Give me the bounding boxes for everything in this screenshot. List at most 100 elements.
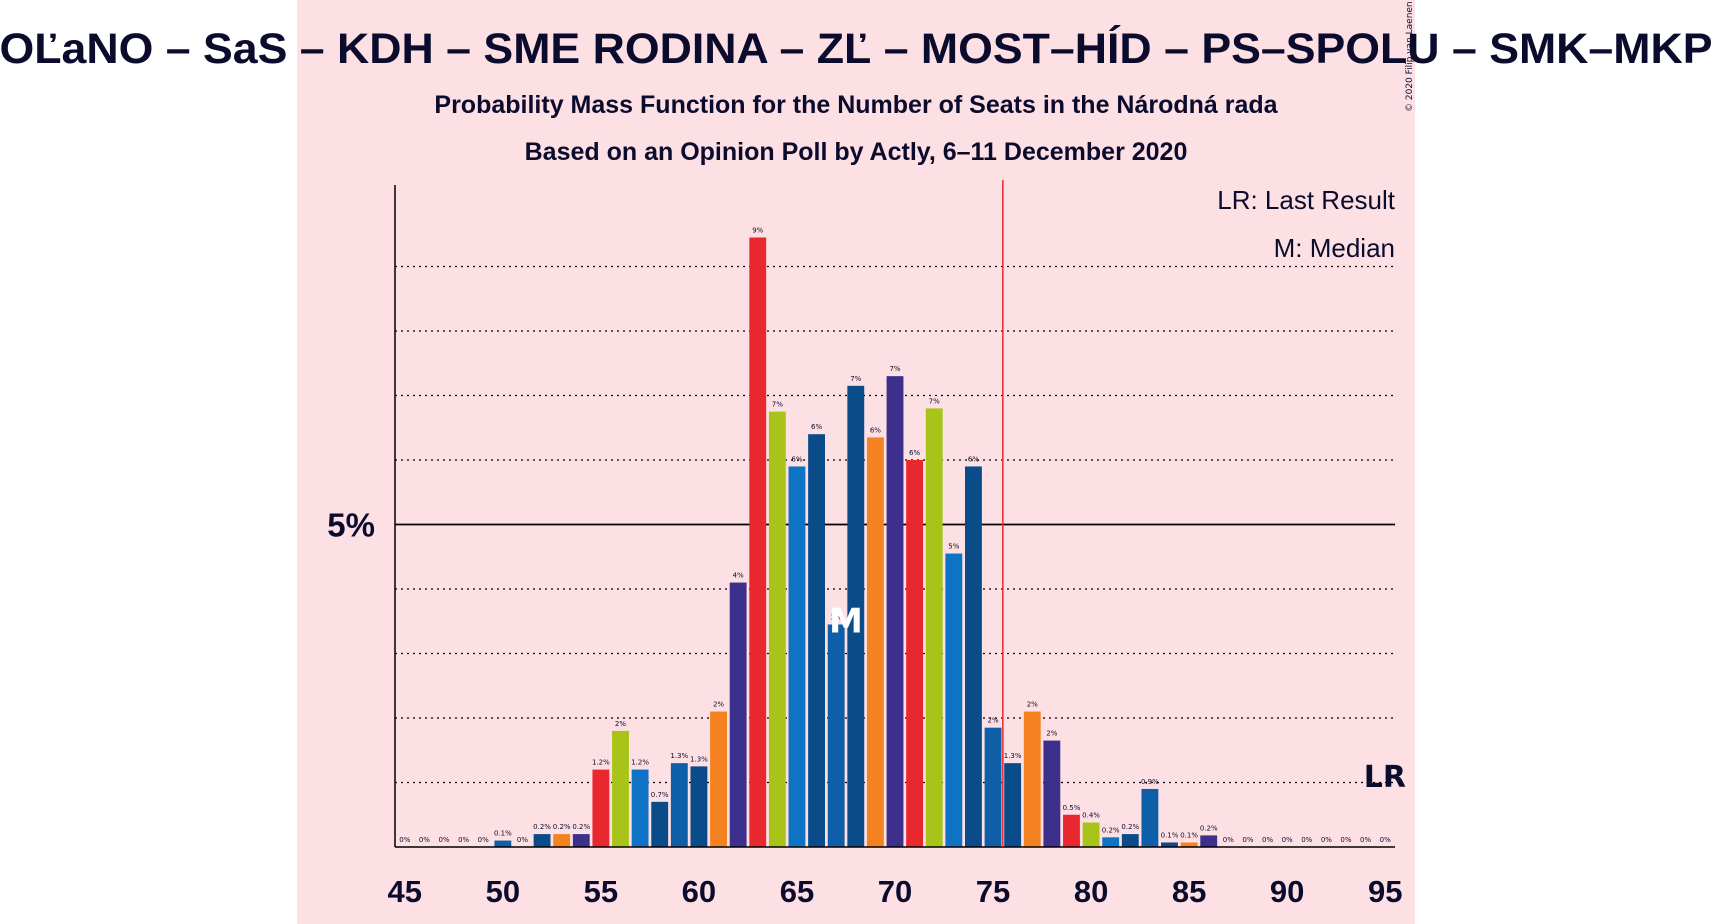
bar-seat-63 <box>749 237 767 848</box>
bar-label-seat-70: 7% <box>889 365 900 373</box>
x-tick-85: 85 <box>1172 874 1206 909</box>
bar-seat-72 <box>925 408 943 847</box>
bar-seat-76 <box>1004 763 1022 847</box>
bar-seat-75 <box>984 727 1002 847</box>
bar-seat-81 <box>1102 837 1120 847</box>
bar-seat-55 <box>592 769 610 847</box>
legend-median: M: Median <box>1274 233 1395 263</box>
bar-label-seat-86: 0.2% <box>1200 824 1218 832</box>
bar-label-seat-94: 0% <box>1360 836 1371 844</box>
bar-label-seat-58: 0.7% <box>651 791 669 799</box>
bar-label-seat-62: 4% <box>733 572 744 580</box>
bar-label-seat-48: 0% <box>458 836 469 844</box>
bar-seat-79 <box>1063 814 1080 847</box>
bar-label-seat-66: 6% <box>811 423 822 431</box>
x-tick-75: 75 <box>976 874 1010 909</box>
bar-label-seat-54: 0.2% <box>572 823 590 831</box>
bar-label-seat-93: 0% <box>1340 836 1351 844</box>
bar-label-seat-65: 6% <box>791 455 802 463</box>
bar-label-seat-84: 0.1% <box>1161 831 1179 839</box>
y-tick-5pct: 5% <box>327 507 375 544</box>
bar-seat-73 <box>945 553 963 847</box>
bar-label-seat-87: 0% <box>1223 836 1234 844</box>
bar-seat-84 <box>1161 842 1178 847</box>
x-tick-labels: 45 50 55 60 65 70 75 80 85 90 95 <box>388 874 1403 909</box>
bar-seat-85 <box>1180 842 1198 847</box>
bar-label-seat-59: 1.3% <box>670 752 688 760</box>
bar-label-seat-63: 9% <box>752 226 763 234</box>
bar-label-seat-47: 0% <box>438 836 449 844</box>
bar-label-seat-75: 2% <box>987 717 998 725</box>
bar-label-seat-53: 0.2% <box>553 823 571 831</box>
bar-seat-53 <box>553 834 571 847</box>
bar-label-seat-91: 0% <box>1301 836 1312 844</box>
bar-label-seat-81: 0.2% <box>1102 826 1120 834</box>
bar-seat-59 <box>670 763 688 847</box>
chart-title: OĽaNO – SaS – KDH – SME RODINA – ZĽ – MO… <box>0 25 1713 73</box>
x-tick-45: 45 <box>388 874 422 909</box>
bar-seat-83 <box>1141 788 1159 847</box>
bar-label-seat-67: 3% <box>831 613 842 621</box>
legend-last-result: LR: Last Result <box>1217 185 1396 215</box>
bar-label-seat-64: 7% <box>772 401 783 409</box>
bar-seat-56 <box>612 730 629 847</box>
bar-label-seat-45: 0% <box>399 836 410 844</box>
bar-seat-54 <box>572 834 590 847</box>
bar-label-seat-74: 6% <box>968 455 979 463</box>
bar-seat-77 <box>1023 711 1041 847</box>
bar-label-seat-50: 0.1% <box>494 830 512 838</box>
bar-seat-68 <box>847 385 865 847</box>
bar-label-seat-60: 1.3% <box>690 755 708 763</box>
x-tick-90: 90 <box>1270 874 1304 909</box>
x-tick-55: 55 <box>584 874 618 909</box>
bar-label-seat-90: 0% <box>1282 836 1293 844</box>
bar-seat-69 <box>866 437 884 847</box>
bar-seat-57 <box>631 769 649 847</box>
x-tick-60: 60 <box>682 874 716 909</box>
bar-label-seat-77: 2% <box>1027 701 1038 709</box>
bars <box>494 237 1218 848</box>
bar-labels: 0% 0% 0% 0% 0%0.1%0%0.2% 0.2% 0.2%1.2%2%1.2%0.… <box>399 226 1391 844</box>
bar-label-seat-55: 1.2% <box>592 759 610 767</box>
bar-label-seat-92: 0% <box>1321 836 1332 844</box>
bar-label-seat-68: 7% <box>850 375 861 383</box>
x-tick-65: 65 <box>780 874 814 909</box>
chart-source: Based on an Opinion Poll by Actly, 6–11 … <box>525 138 1188 166</box>
copyright: © 2020 Filip van Laenen <box>1405 1 1415 112</box>
x-tick-70: 70 <box>878 874 912 909</box>
bar-seat-58 <box>651 801 669 847</box>
bar-label-seat-69: 6% <box>870 426 881 434</box>
bar-label-seat-52: 0.2% <box>533 823 551 831</box>
bar-seat-67 <box>827 624 845 847</box>
bar-label-seat-76: 1.3% <box>1004 752 1022 760</box>
y-tick-labels: 5% <box>327 507 375 544</box>
bar-seat-64 <box>768 411 786 847</box>
bar-seat-70 <box>886 376 904 847</box>
bar-seat-66 <box>808 434 825 847</box>
x-tick-80: 80 <box>1074 874 1108 909</box>
bar-label-seat-95: 0% <box>1380 836 1391 844</box>
median-marker: M <box>829 601 863 641</box>
bar-seat-80 <box>1082 822 1100 847</box>
bar-label-seat-57: 1.2% <box>631 759 649 767</box>
bar-label-seat-82: 0.2% <box>1121 823 1139 831</box>
bar-label-seat-51: 0% <box>517 836 528 844</box>
bar-label-seat-85: 0.1% <box>1180 831 1198 839</box>
bar-seat-61 <box>710 711 727 847</box>
bar-label-seat-56: 2% <box>615 720 626 728</box>
bar-seat-52 <box>533 834 551 847</box>
bar-seat-65 <box>788 466 806 847</box>
bar-seat-86 <box>1200 835 1218 847</box>
bar-label-seat-89: 0% <box>1262 836 1273 844</box>
bar-label-seat-88: 0% <box>1242 836 1253 844</box>
x-tick-95: 95 <box>1368 874 1402 909</box>
bar-label-seat-46: 0% <box>419 836 430 844</box>
last-result-marker: LR <box>1364 760 1406 795</box>
bar-label-seat-80: 0.4% <box>1082 811 1100 819</box>
bar-seat-60 <box>690 766 708 847</box>
bar-seat-62 <box>729 582 747 847</box>
bar-label-seat-79: 0.5% <box>1063 804 1081 812</box>
bar-seat-74 <box>965 466 982 847</box>
bar-seat-82 <box>1121 834 1139 847</box>
